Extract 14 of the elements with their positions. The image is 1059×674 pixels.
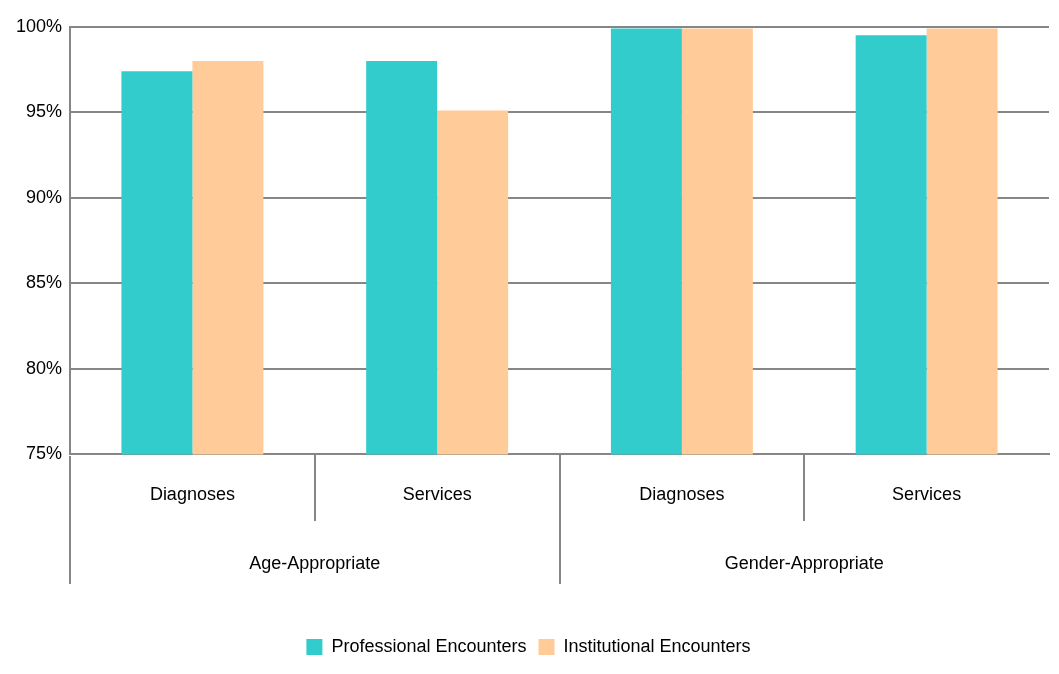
y-tick-label: 90% [26,186,63,207]
text: Gender-Appropriate [724,553,884,574]
y-tick-label: 100% [15,15,63,36]
text: Age-Appropriate [249,553,381,574]
x-tick-label: Services [402,484,472,505]
y-tick-label: 75% [26,443,63,464]
legend-label: Institutional Encounters [563,635,751,656]
x-tick-label: Services [892,484,962,505]
x-tick-label: Diagnoses [149,484,235,505]
legend-label: Professional Encounters [331,635,527,656]
y-tick-label: 85% [26,272,63,293]
x-tick-label: Diagnoses [639,484,725,505]
y-tick-label: 80% [26,357,63,378]
y-tick-label: 95% [26,101,63,122]
